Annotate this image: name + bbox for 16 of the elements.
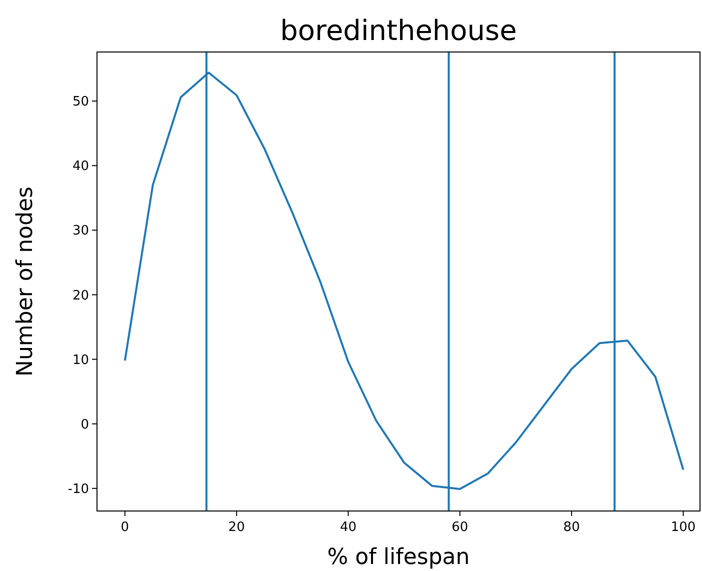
y-tick-label: 30 — [72, 224, 89, 239]
y-axis-title: Number of nodes — [13, 186, 38, 376]
x-tick-label: 80 — [563, 520, 580, 535]
x-tick-label: 40 — [340, 520, 357, 535]
x-axis-title: % of lifespan — [327, 545, 470, 570]
x-tick-label: 0 — [120, 520, 130, 535]
x-tick-label: 20 — [228, 520, 245, 535]
y-tick-label: 40 — [72, 159, 89, 174]
x-tick-label: 60 — [452, 520, 468, 535]
y-tick-label: 0 — [80, 417, 89, 432]
chart-title: boredinthehouse — [280, 14, 517, 47]
y-tick-label: 50 — [72, 94, 89, 110]
y-tick-label: -10 — [68, 482, 89, 497]
y-tick-label: 20 — [72, 288, 89, 304]
y-tick-label: 10 — [72, 352, 89, 368]
x-tick-label: 100 — [670, 520, 696, 535]
